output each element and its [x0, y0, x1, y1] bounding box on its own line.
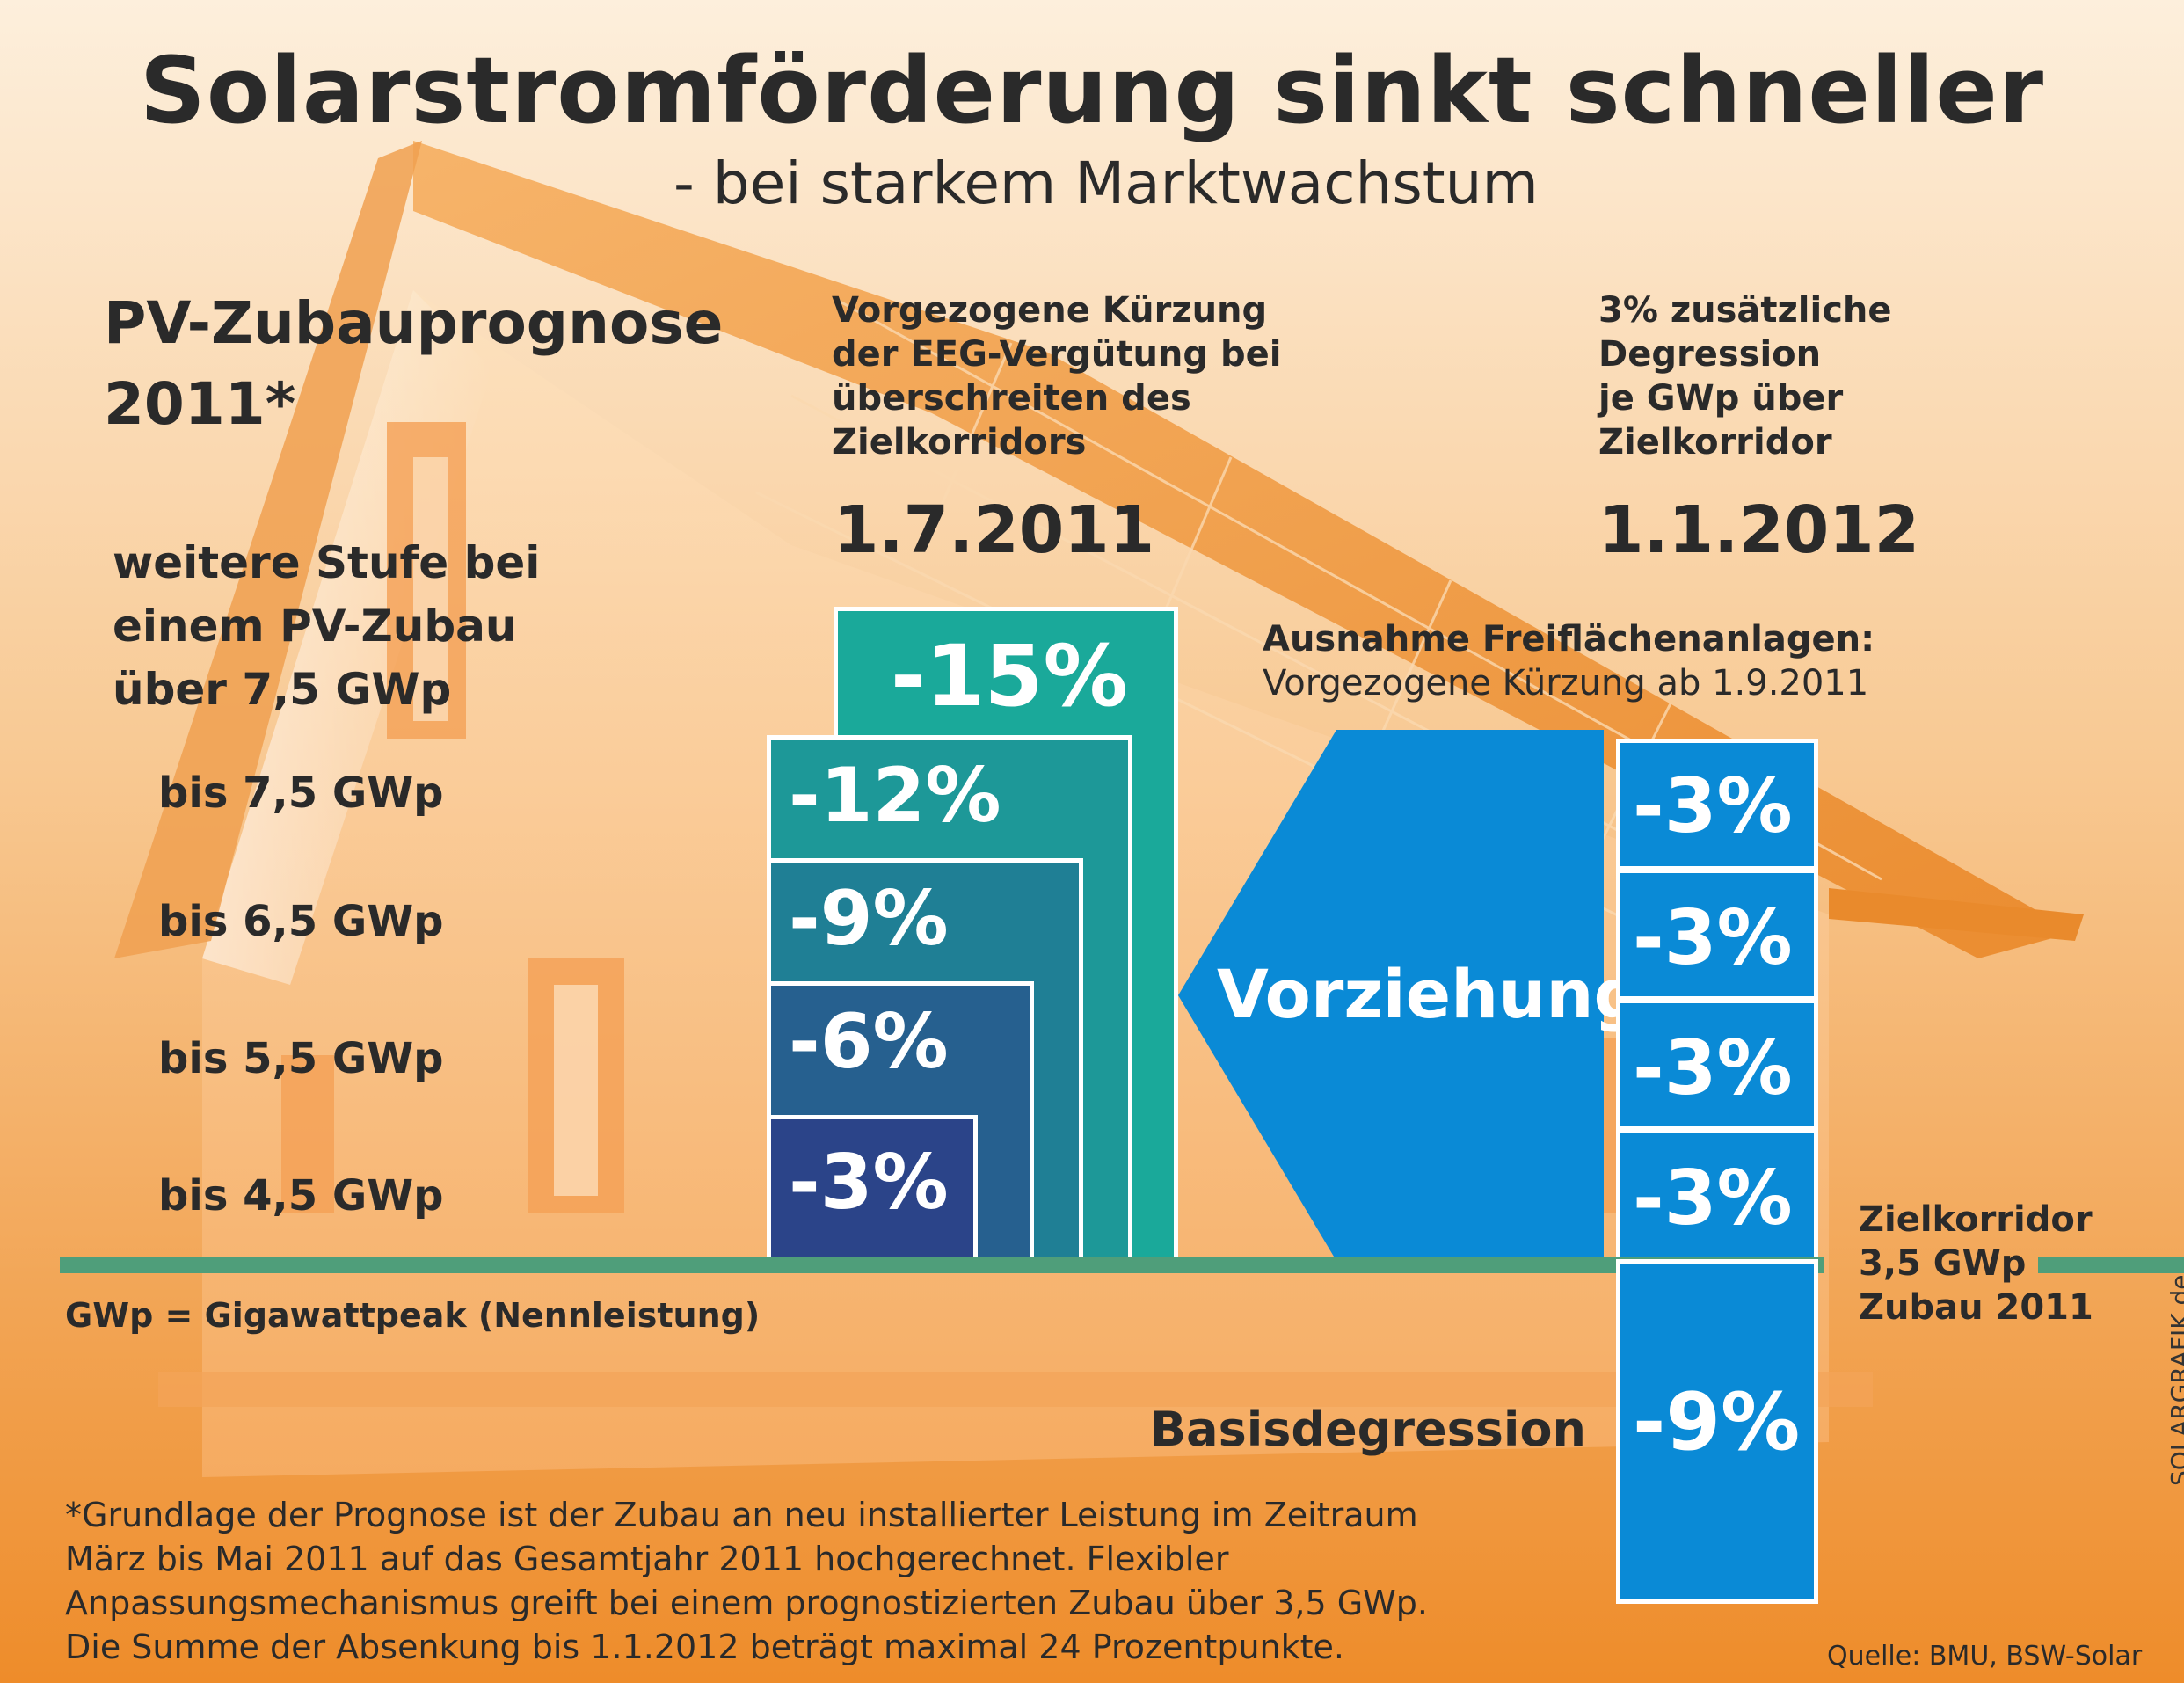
footnote-line: Anpassungsmechanismus greift bei einem p…	[65, 1584, 1428, 1622]
credit-label: SOLARGRAFIK.de	[2166, 1274, 2184, 1486]
further-step-line: über 7,5 GWp	[113, 664, 452, 715]
step-cut-9: -9%	[789, 875, 949, 963]
extra-degression-cut-1: -3%	[1633, 762, 1793, 850]
extra-degression-box-1: -3%	[1616, 739, 1818, 871]
extra-degression-box-2: -3%	[1616, 869, 1818, 1001]
tier-label-6-5: bis 6,5 GWp	[158, 897, 444, 946]
forecast-heading-line1: PV-Zubauprognose	[104, 289, 724, 357]
target-corridor-label: Zielkorridor 3,5 GWp Zubau 2011	[1859, 1198, 2093, 1330]
tier-label-5-5: bis 5,5 GWp	[158, 1034, 444, 1083]
gwp-definition: GWp = Gigawattpeak (Nennleistung)	[65, 1296, 761, 1335]
base-degression-box: -9%	[1616, 1259, 1818, 1604]
mid-note-line: Vorgezogene Kürzung	[832, 290, 1268, 331]
mid-note-line: der EEG-Vergütung bei	[832, 334, 1282, 375]
basis-degression-label: Basisdegression	[1150, 1402, 1586, 1457]
target-corridor-line-end	[2038, 1257, 2184, 1273]
tier-label-4-5: bis 4,5 GWp	[158, 1171, 444, 1220]
footnote-line: März bis Mai 2011 auf das Gesamtjahr 201…	[65, 1540, 1229, 1578]
further-step-line: einem PV-Zubau	[113, 601, 517, 652]
extra-degression-cut-3: -3%	[1633, 1024, 1793, 1112]
right-note-line: Zielkorridor	[1598, 422, 1832, 463]
advance-arrow	[1178, 730, 1604, 1261]
step-cut-3: -3%	[789, 1139, 949, 1227]
step-cut-15: -15%	[891, 627, 1128, 725]
target-corridor-line-text: Zubau 2011	[1859, 1287, 2093, 1328]
right-column-date: 1.1.2012	[1598, 492, 1920, 568]
right-note-line: je GWp über	[1598, 378, 1844, 419]
mid-note-line: Zielkorridors	[832, 422, 1087, 463]
extra-degression-cut-2: -3%	[1633, 894, 1793, 982]
target-corridor-line-text: 3,5 GWp	[1859, 1243, 2027, 1284]
extra-degression-box-4: -3%	[1616, 1129, 1818, 1261]
footnote: *Grundlage der Prognose ist der Zubau an…	[65, 1493, 1428, 1669]
mid-column-note: Vorgezogene Kürzung der EEG-Vergütung be…	[832, 288, 1281, 464]
exception-note: Ausnahme Freiflächenanlagen: Vorgezogene…	[1263, 617, 1875, 705]
step-cut-6: -6%	[789, 998, 949, 1086]
page-subtitle: - bei starkem Marktwachstum	[673, 149, 1539, 217]
step-cut-12: -12%	[789, 752, 1001, 840]
footnote-line: Die Summe der Absenkung bis 1.1.2012 bet…	[65, 1628, 1344, 1666]
mid-note-line: überschreiten des	[832, 378, 1191, 419]
base-degression-cut: -9%	[1633, 1376, 1801, 1468]
extra-degression-cut-4: -3%	[1633, 1155, 1793, 1242]
footnote-line: *Grundlage der Prognose ist der Zubau an…	[65, 1496, 1418, 1534]
exception-title: Ausnahme Freiflächenanlagen:	[1263, 619, 1875, 659]
arrow-label: Vorziehung	[1217, 955, 1642, 1033]
exception-text: Vorgezogene Kürzung ab 1.9.2011	[1263, 663, 1869, 703]
forecast-heading: PV-Zubauprognose 2011*	[104, 283, 723, 445]
right-note-line: Degression	[1598, 334, 1822, 375]
page-title: Solarstromförderung sinkt schneller	[139, 37, 2045, 144]
tier-label-7-5: bis 7,5 GWp	[158, 769, 444, 818]
right-note-line: 3% zusätzliche	[1598, 290, 1892, 331]
right-column-note: 3% zusätzliche Degression je GWp über Zi…	[1598, 288, 1892, 464]
extra-degression-box-3: -3%	[1616, 999, 1818, 1131]
target-corridor-line	[60, 1257, 1824, 1273]
mid-column-date: 1.7.2011	[834, 492, 1155, 568]
further-step-label: weitere Stufe bei einem PV-Zubau über 7,…	[113, 531, 540, 721]
source-note: Quelle: BMU, BSW-Solar	[1827, 1641, 2143, 1672]
step-box-3: -3%	[767, 1115, 978, 1261]
further-step-line: weitere Stufe bei	[113, 537, 541, 588]
forecast-heading-line2: 2011*	[104, 370, 296, 438]
target-corridor-line-text: Zielkorridor	[1859, 1199, 2093, 1240]
